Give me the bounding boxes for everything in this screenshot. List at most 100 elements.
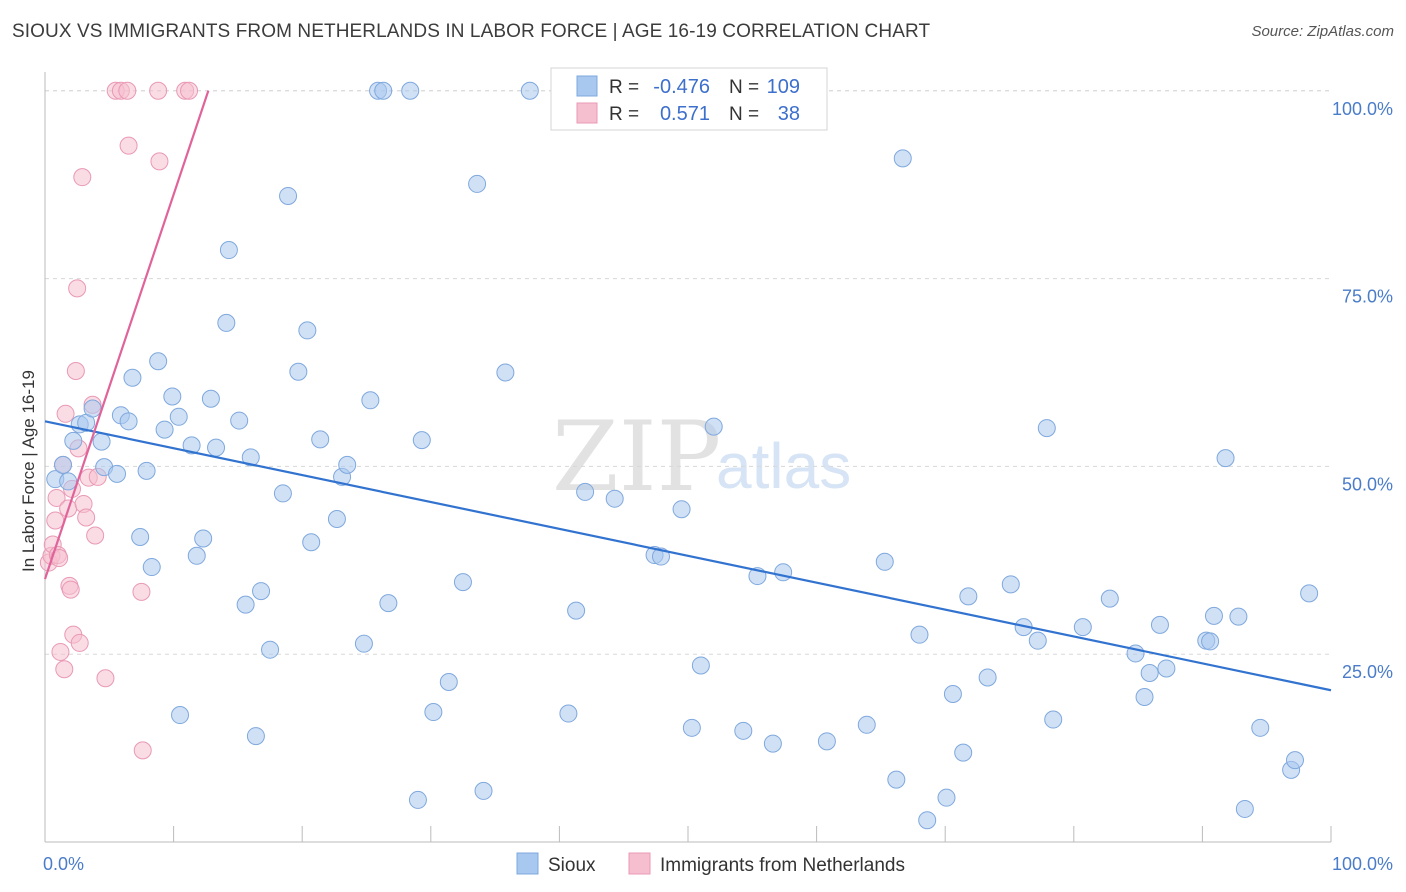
- sioux-points: [46, 81, 1319, 830]
- grid-lines: [45, 90, 1331, 655]
- netherlands-point: [180, 81, 199, 100]
- netherlands-point: [70, 633, 89, 652]
- sioux-point: [704, 417, 723, 436]
- sioux-point: [338, 455, 357, 474]
- sioux-point: [59, 472, 78, 491]
- sioux-point: [1229, 607, 1248, 626]
- sioux-point: [279, 186, 298, 205]
- sioux-point: [1001, 575, 1020, 594]
- trend-lines: [43, 90, 1332, 692]
- axes: 25.0% 50.0% 75.0% 100.0% 0.0% 100.0%: [43, 72, 1393, 874]
- sioux-point: [241, 448, 260, 467]
- sioux-point: [108, 464, 127, 483]
- sioux-point: [1140, 663, 1159, 682]
- sioux-point: [207, 438, 226, 457]
- legend-box: R = -0.476 N = 109 R = 0.571 N = 38: [550, 67, 828, 131]
- sioux-point: [194, 529, 213, 548]
- netherlands-point: [150, 152, 169, 171]
- netherlands-point: [61, 580, 80, 599]
- legend-n-label-netherlands: N =: [729, 104, 759, 125]
- sioux-point: [672, 500, 691, 519]
- netherlands-point: [50, 549, 69, 568]
- netherlands-point: [119, 136, 138, 155]
- sioux-point: [691, 656, 710, 675]
- sioux-point: [361, 391, 380, 410]
- sioux-point: [1100, 589, 1119, 608]
- netherlands-point: [96, 669, 115, 688]
- sioux-point: [354, 634, 373, 653]
- sioux-point: [92, 432, 111, 451]
- legend-r-value-netherlands: 0.571: [660, 103, 710, 125]
- bottom-legend-label-netherlands: Immigrants from Netherlands: [660, 855, 905, 876]
- y-tick-label: 25.0%: [1342, 662, 1393, 682]
- sioux-point: [1204, 606, 1223, 625]
- sioux-point: [875, 552, 894, 571]
- sioux-point: [978, 668, 997, 687]
- sioux-point: [893, 149, 912, 168]
- bottom-legend-swatch-netherlands: [628, 852, 651, 875]
- sioux-point: [149, 352, 168, 371]
- sioux-point: [201, 389, 220, 408]
- bottom-legend: Sioux Immigrants from Netherlands: [516, 852, 905, 876]
- sioux-point: [424, 703, 443, 722]
- netherlands-point: [55, 660, 74, 679]
- x-tick-label: 0.0%: [43, 854, 84, 874]
- sioux-point: [1150, 615, 1169, 634]
- sioux-point: [1135, 688, 1154, 707]
- sioux-point: [261, 640, 280, 659]
- sioux-point: [246, 727, 265, 746]
- netherlands-point: [118, 81, 137, 100]
- sioux-point: [1073, 618, 1092, 637]
- sioux-point: [943, 685, 962, 704]
- netherlands-point: [47, 488, 66, 507]
- sioux-point: [439, 672, 458, 691]
- sioux-point: [379, 594, 398, 613]
- sioux-point: [230, 411, 249, 430]
- netherlands-point: [46, 511, 65, 530]
- sioux-point: [453, 573, 472, 592]
- sioux-point: [327, 509, 346, 528]
- legend-swatch-netherlands: [576, 102, 598, 124]
- y-axis-label: In Labor Force | Age 16-19: [19, 370, 38, 572]
- sioux-point: [83, 399, 102, 418]
- netherlands-point: [73, 168, 92, 187]
- sioux-point: [1037, 419, 1056, 438]
- sioux-point: [468, 174, 487, 193]
- chart-title: SIOUX VS IMMIGRANTS FROM NETHERLANDS IN …: [12, 21, 931, 42]
- sioux-point: [520, 81, 539, 100]
- sioux-point: [682, 718, 701, 737]
- sioux-point: [163, 387, 182, 406]
- sioux-point: [651, 547, 670, 566]
- sioux-point: [857, 715, 876, 734]
- sioux-point: [1300, 584, 1319, 603]
- sioux-point: [137, 461, 156, 480]
- sioux-point: [374, 81, 393, 100]
- netherlands-points: [39, 81, 199, 760]
- netherlands-point: [51, 642, 70, 661]
- sioux-point: [311, 430, 330, 449]
- sioux-point: [142, 558, 161, 577]
- sioux-point: [182, 436, 201, 455]
- netherlands-point: [66, 361, 85, 380]
- sioux-point: [954, 743, 973, 762]
- netherlands-point: [77, 508, 96, 527]
- sioux-point: [774, 563, 793, 582]
- sioux-point: [763, 734, 782, 753]
- sioux-point: [302, 533, 321, 552]
- bottom-legend-swatch-sioux: [516, 852, 539, 875]
- sioux-point: [605, 489, 624, 508]
- sioux-point: [131, 528, 150, 547]
- sioux-point: [559, 704, 578, 723]
- netherlands-point: [133, 741, 152, 760]
- netherlands-point: [86, 526, 105, 545]
- sioux-point: [959, 587, 978, 606]
- sioux-point: [910, 625, 929, 644]
- netherlands-point: [68, 279, 87, 298]
- sioux-point: [236, 595, 255, 614]
- sioux-point: [123, 368, 142, 387]
- sioux-point: [298, 321, 317, 340]
- sioux-point: [401, 81, 420, 100]
- sioux-point: [412, 431, 431, 450]
- sioux-point: [496, 363, 515, 382]
